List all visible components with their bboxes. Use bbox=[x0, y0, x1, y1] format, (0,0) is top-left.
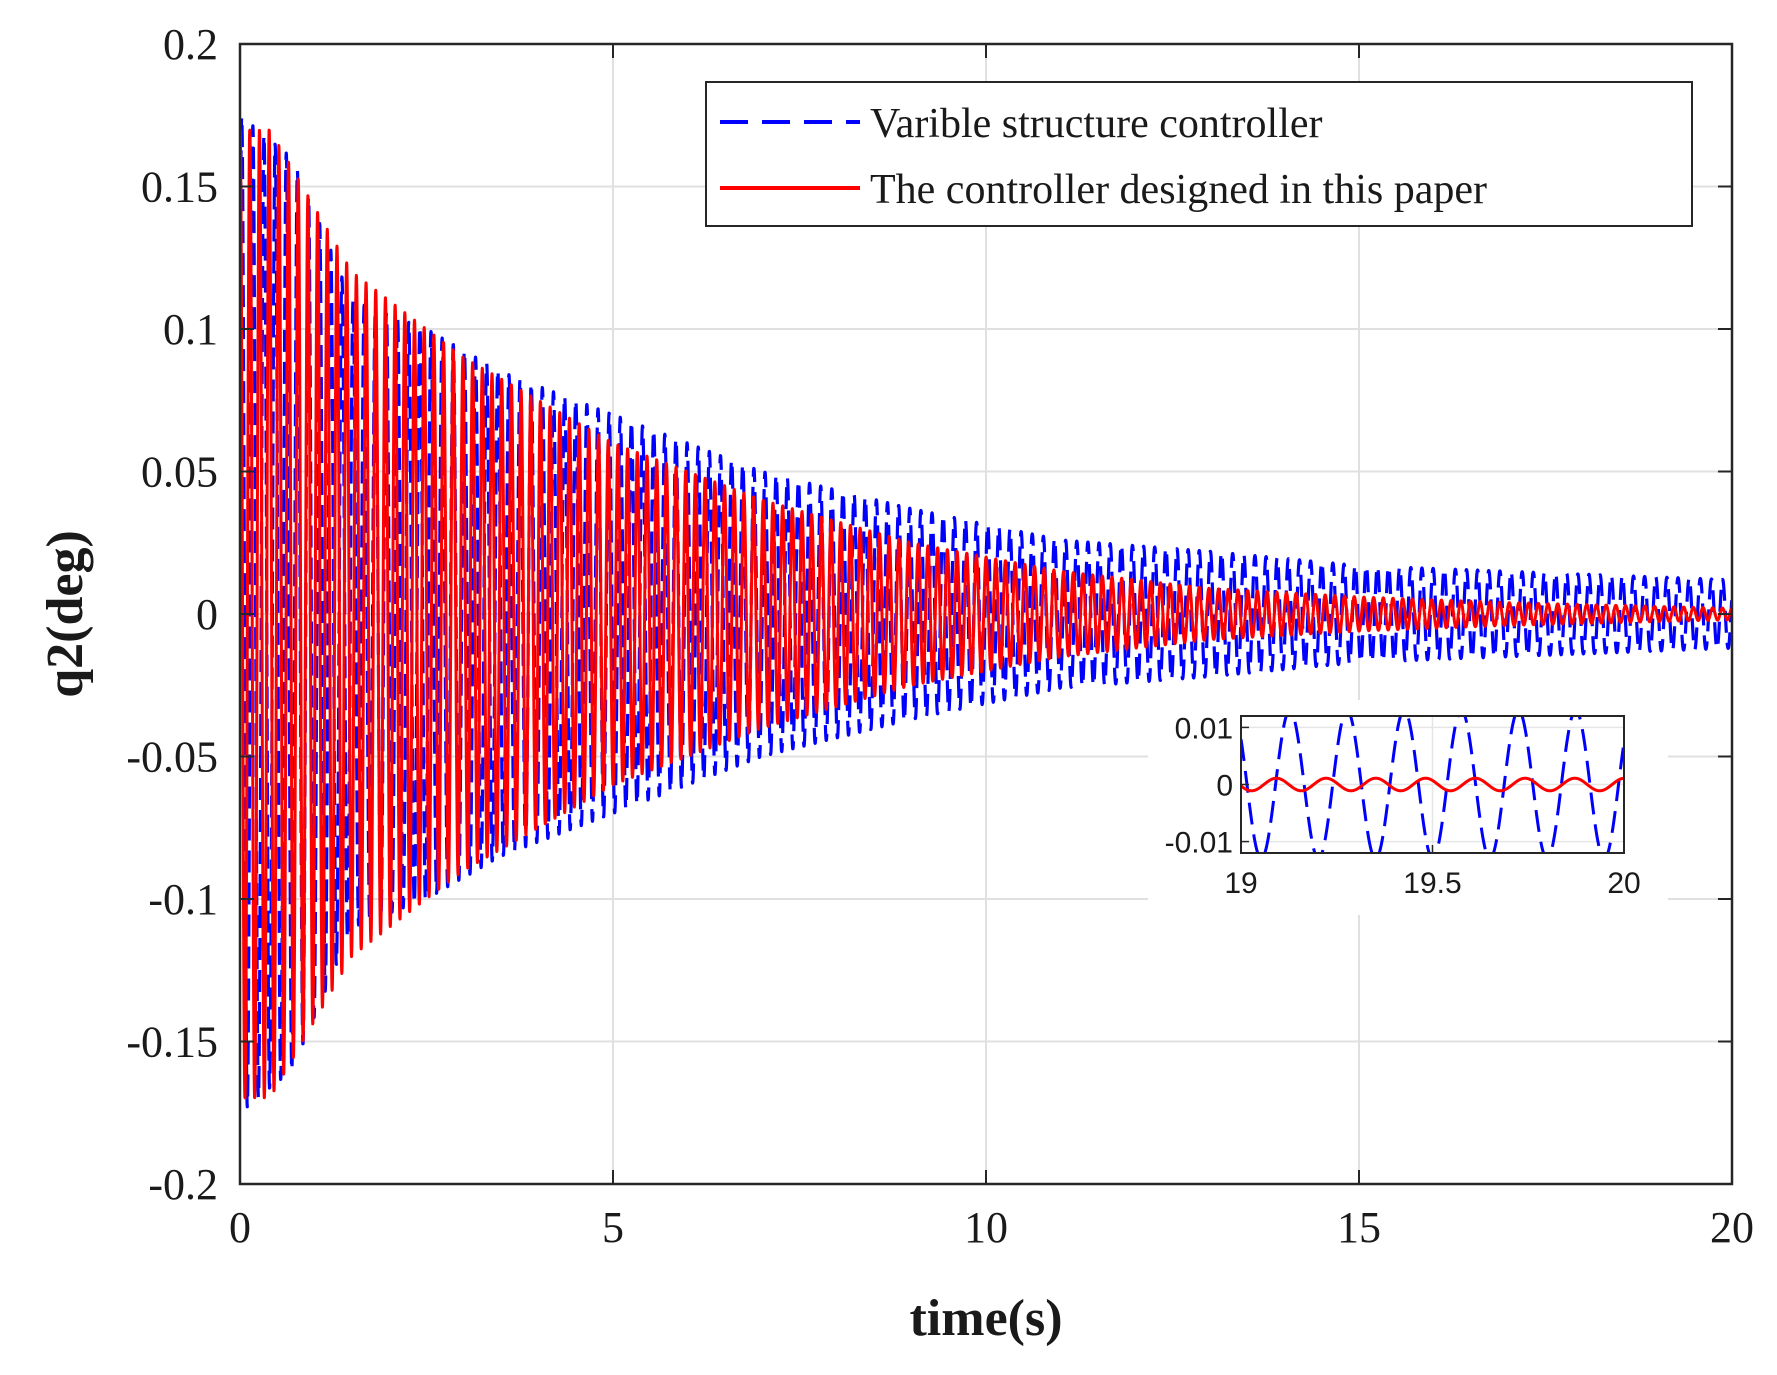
series-layer bbox=[240, 115, 1732, 1109]
y-tick-label: 0 bbox=[196, 590, 218, 639]
x-tick-label: 10 bbox=[964, 1203, 1008, 1252]
series-line-vsc bbox=[240, 115, 1732, 1109]
y-tick-label: 0.15 bbox=[141, 163, 218, 212]
legend: Varible structure controller The control… bbox=[705, 81, 1693, 227]
y-tick-label: -0.05 bbox=[126, 733, 218, 782]
legend-label-vsc: Varible structure controller bbox=[870, 101, 1322, 147]
x-tick-label: 20 bbox=[1710, 1203, 1754, 1252]
y-tick-label: 0.2 bbox=[163, 20, 218, 69]
y-tick-label: -0.2 bbox=[148, 1160, 218, 1209]
inset-y-tick-label: 0.01 bbox=[1175, 712, 1233, 745]
inset-y-tick-label: -0.01 bbox=[1165, 827, 1233, 860]
inset-background bbox=[1148, 700, 1668, 915]
inset-y-tick-label: 0 bbox=[1216, 770, 1233, 803]
inset-x-tick-label: 19.5 bbox=[1403, 867, 1461, 900]
inset-x-tick-label: 19 bbox=[1224, 867, 1257, 900]
series-line-proposed bbox=[240, 128, 1732, 1100]
x-tick-label: 15 bbox=[1337, 1203, 1381, 1252]
x-axis-title: time(s) bbox=[909, 1290, 1062, 1347]
inset-axis-ticks: 19 19.5 20 0.01 0 -0.01 bbox=[1165, 712, 1641, 900]
legend-label-proposed: The controller designed in this paper bbox=[870, 167, 1487, 213]
inset-series-layer bbox=[1241, 716, 1624, 853]
axis-ticks: 0 5 10 15 20 0.2 0.15 0.1 0.05 0 -0.05 -0.1 -0.15 -0.… bbox=[126, 20, 1754, 1252]
y-axis-title: q2(deg) bbox=[37, 530, 94, 698]
y-tick-label: -0.1 bbox=[148, 875, 218, 924]
y-tick-label: 0.1 bbox=[163, 305, 218, 354]
legend-box bbox=[705, 81, 1693, 227]
y-tick-label: 0.05 bbox=[141, 448, 218, 497]
inset-series-line-proposed bbox=[1241, 776, 1624, 793]
x-tick-label: 5 bbox=[602, 1203, 624, 1252]
inset-plot: 19 19.5 20 0.01 0 -0.01 bbox=[1148, 700, 1668, 915]
x-tick-label: 0 bbox=[229, 1203, 251, 1252]
y-tick-label: -0.15 bbox=[126, 1018, 218, 1067]
inset-x-tick-label: 20 bbox=[1607, 867, 1640, 900]
